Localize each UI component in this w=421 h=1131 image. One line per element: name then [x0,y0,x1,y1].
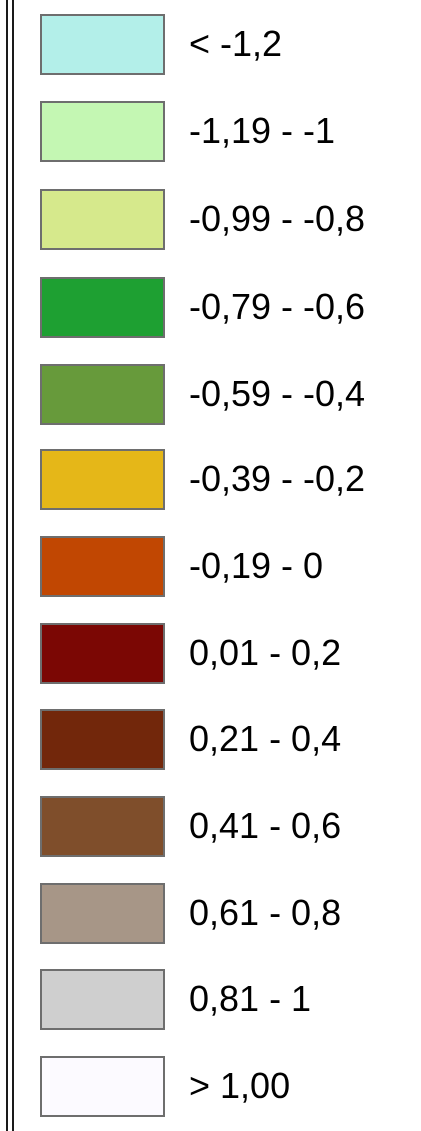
legend-item: -0,39 - -0,2 [40,448,365,510]
legend-item: -0,79 - -0,6 [40,276,365,338]
legend-label: 0,41 - 0,6 [189,805,342,846]
legend-swatch [40,276,165,338]
legend-swatch [40,1055,165,1117]
legend-label: > 1,00 [189,1065,291,1106]
legend-label: -0,19 - 0 [189,545,324,586]
legend-swatch [40,448,165,510]
legend-label: -0,79 - -0,6 [189,286,366,327]
legend-label: -0,39 - -0,2 [189,458,366,499]
legend-label: -0,59 - -0,4 [189,373,366,414]
legend-item: 0,81 - 1 [40,968,311,1030]
legend-frame-outer-line [6,0,8,1131]
legend-swatch [40,795,165,857]
legend-label: < -1,2 [189,23,283,64]
legend-label: -1,19 - -1 [189,110,336,151]
legend-label: -0,99 - -0,8 [189,198,366,239]
legend-swatch [40,363,165,425]
legend-label: 0,21 - 0,4 [189,718,342,759]
legend-item: 0,61 - 0,8 [40,882,341,944]
legend-item: 0,41 - 0,6 [40,795,341,857]
legend-item: 0,21 - 0,4 [40,708,341,770]
legend-label: 0,81 - 1 [189,978,312,1019]
legend-frame-inner-line [12,0,14,1131]
legend-swatch [40,535,165,597]
legend-swatch [40,100,165,162]
legend-swatch [40,708,165,770]
legend-item: > 1,00 [40,1055,290,1117]
legend-swatch [40,882,165,944]
legend-item: -0,59 - -0,4 [40,363,365,425]
legend-item: < -1,2 [40,13,282,75]
legend-item: 0,01 - 0,2 [40,622,341,684]
legend-swatch [40,13,165,75]
legend-label: 0,61 - 0,8 [189,892,342,933]
legend-swatch [40,968,165,1030]
legend-swatch [40,188,165,250]
legend-item: -0,99 - -0,8 [40,188,365,250]
legend-label: 0,01 - 0,2 [189,632,342,673]
legend-item: -0,19 - 0 [40,535,323,597]
legend-item: -1,19 - -1 [40,100,335,162]
legend-swatch [40,622,165,684]
